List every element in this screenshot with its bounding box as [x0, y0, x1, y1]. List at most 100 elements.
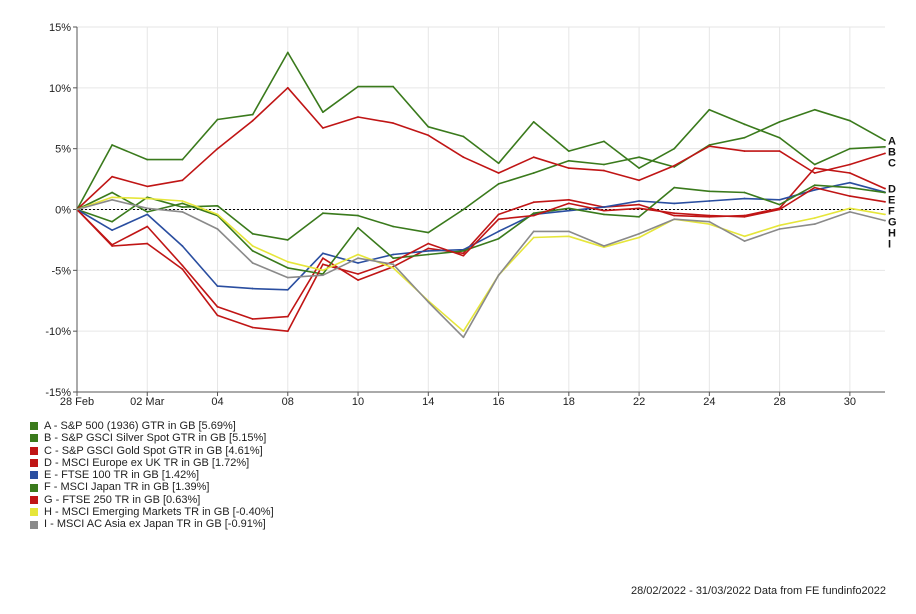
legend-label-E: E - FTSE 100 TR in GB [1.42%]	[44, 469, 200, 482]
data-point-I-11	[462, 336, 465, 339]
data-point-C-5	[251, 119, 254, 122]
data-point-F-21	[813, 184, 816, 187]
data-point-E-15	[603, 206, 605, 208]
data-point-F-6	[286, 267, 289, 269]
data-point-I-0	[76, 208, 78, 211]
data-point-E-9	[392, 253, 395, 256]
data-point-I-4	[216, 228, 219, 230]
data-point-A-14	[567, 159, 570, 162]
data-point-G-7	[322, 263, 324, 266]
data-point-E-7	[322, 252, 324, 255]
data-point-E-16	[638, 200, 640, 202]
data-point-F-15	[603, 213, 605, 216]
data-point-C-9	[392, 122, 395, 125]
data-point-G-3	[181, 268, 184, 271]
legend-item-H: H - MSCI Emerging Markets TR in GB [-0.4…	[30, 506, 274, 518]
legend-label-B: B - S&P GSCI Silver Spot GTR in GB [5.15…	[44, 432, 267, 445]
data-point-E-3	[181, 245, 184, 247]
data-point-I-23	[884, 219, 886, 222]
y-tick-label-6: -15%	[45, 387, 71, 399]
data-point-C-11	[462, 156, 465, 159]
series-line-F	[76, 184, 886, 275]
data-point-D-11	[462, 252, 465, 255]
data-point-B-20	[778, 136, 781, 139]
end-label-E: E	[888, 195, 895, 207]
data-point-B-15	[603, 140, 605, 143]
data-point-H-6	[286, 260, 289, 263]
y-tick-label-2: 5%	[55, 144, 71, 156]
data-point-C-19	[743, 150, 746, 153]
series-line-G	[76, 186, 886, 333]
data-point-C-1	[111, 175, 114, 178]
series-lines	[76, 51, 886, 339]
data-point-I-13	[532, 230, 535, 233]
series-line-A	[76, 108, 886, 241]
data-point-C-6	[286, 86, 289, 89]
data-point-I-20	[778, 228, 781, 230]
end-label-C: C	[888, 157, 896, 169]
series-line-I	[76, 199, 886, 339]
data-point-B-18	[708, 108, 711, 111]
data-point-H-13	[532, 236, 535, 239]
data-point-E-5	[251, 287, 254, 290]
legend-swatch-F	[30, 483, 38, 492]
data-point-B-23	[884, 145, 886, 148]
series-G	[76, 186, 886, 333]
x-tick-label-10: 28	[773, 396, 785, 408]
data-point-G-16	[638, 207, 640, 210]
y-tick-label-3: 0%	[55, 205, 71, 217]
data-point-H-9	[392, 267, 395, 269]
data-point-I-17	[673, 218, 676, 221]
data-point-A-8	[357, 214, 359, 217]
x-tick-label-11: 30	[844, 396, 856, 408]
data-point-H-2	[146, 197, 149, 200]
data-point-F-14	[567, 207, 570, 210]
data-point-B-2	[146, 158, 149, 161]
data-point-I-2	[146, 207, 149, 210]
legend-item-F: F - MSCI Japan TR in GB [1.39%]	[30, 481, 274, 493]
data-point-G-8	[357, 273, 359, 275]
data-point-B-14	[567, 150, 570, 153]
data-point-I-15	[603, 245, 605, 247]
data-point-B-10	[427, 125, 430, 128]
data-point-D-2	[146, 225, 149, 228]
data-point-H-19	[743, 235, 746, 238]
legend-label-F: F - MSCI Japan TR in GB [1.39%]	[44, 481, 210, 494]
data-point-H-5	[251, 245, 254, 247]
data-point-D-7	[322, 257, 324, 260]
data-point-E-19	[743, 197, 746, 200]
data-point-A-3	[181, 206, 184, 208]
data-point-D-21	[813, 167, 816, 170]
data-point-B-4	[216, 118, 219, 121]
data-point-B-12	[497, 162, 500, 165]
x-tick-label-5: 14	[422, 396, 434, 408]
data-point-C-14	[567, 167, 570, 170]
x-tick-label-6: 16	[492, 396, 504, 408]
y-tick-label-1: 10%	[49, 83, 71, 95]
data-point-B-17	[673, 147, 676, 150]
data-point-F-3	[181, 202, 184, 205]
data-point-A-6	[286, 239, 289, 241]
data-point-G-15	[603, 209, 605, 212]
data-point-H-11	[462, 330, 465, 333]
data-point-G-21	[813, 186, 816, 189]
data-point-A-13	[532, 172, 535, 174]
legend-label-A: A - S&P 500 (1936) GTR in GB [5.69%]	[44, 420, 236, 432]
y-tick-label-5: -10%	[45, 326, 71, 338]
legend-item-E: E - FTSE 100 TR in GB [1.42%]	[30, 469, 274, 481]
legend-label-I: I - MSCI AC Asia ex Japan TR in GB [-0.9…	[44, 518, 266, 531]
data-point-A-10	[427, 231, 430, 234]
x-tick-label-7: 18	[563, 396, 575, 408]
legend-swatch-G	[30, 495, 38, 504]
data-point-H-22	[848, 207, 851, 210]
legend-item-C: C - S&P GSCI Gold Spot GTR in GB [4.61%]	[30, 445, 274, 457]
data-point-D-6	[286, 315, 289, 318]
data-point-E-6	[286, 288, 289, 291]
data-point-F-8	[357, 226, 359, 229]
data-point-D-5	[251, 318, 254, 320]
data-point-I-14	[567, 230, 570, 233]
data-point-H-16	[638, 236, 640, 239]
x-tick-label-3: 08	[282, 396, 294, 408]
data-point-F-11	[462, 249, 465, 252]
legend-swatch-B	[30, 434, 38, 443]
